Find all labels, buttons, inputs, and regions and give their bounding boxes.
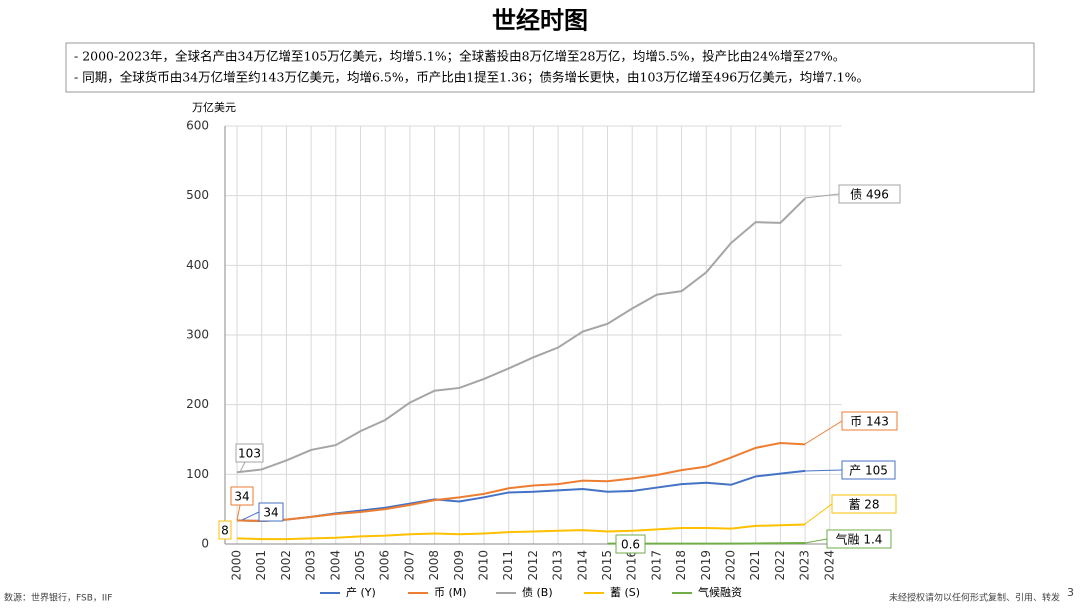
x-tick-label: 2011 bbox=[501, 550, 515, 581]
source: 数源：世界银行，FSB，IIF bbox=[4, 592, 112, 604]
x-tick-label: 2019 bbox=[699, 550, 713, 581]
line-series bbox=[236, 197, 806, 474]
annotation-box bbox=[258, 502, 284, 522]
annotation-box bbox=[831, 494, 897, 514]
line-series bbox=[236, 441, 806, 523]
x-tick-label: 2013 bbox=[551, 550, 565, 581]
line-series bbox=[236, 469, 806, 523]
legend-label: 气候融资 bbox=[698, 585, 742, 599]
y-tick-label: 500 bbox=[186, 188, 209, 202]
legend-label: 债 (B) bbox=[522, 585, 553, 599]
y-tick-label: 400 bbox=[186, 258, 209, 272]
legend-label: 产 (Y) bbox=[346, 585, 376, 599]
annotation: 蓄 28 bbox=[848, 498, 879, 512]
leader-line bbox=[804, 469, 843, 472]
leader-line bbox=[804, 193, 840, 199]
y-tick-label: 600 bbox=[186, 119, 209, 133]
page-number: 3 bbox=[1067, 586, 1074, 599]
x-tick-label: 2008 bbox=[427, 550, 441, 581]
annotation: 币 143 bbox=[850, 415, 889, 429]
leader-line bbox=[241, 511, 260, 521]
y-tick-label: 200 bbox=[186, 397, 209, 411]
y-axis-label: 万亿美元 bbox=[192, 101, 236, 114]
annotation: 8 bbox=[221, 524, 229, 538]
annotation: 0.6 bbox=[621, 538, 640, 552]
annotation-box bbox=[235, 443, 264, 463]
annotation-box bbox=[218, 520, 232, 540]
annotation: 103 bbox=[238, 447, 261, 461]
annotation-box bbox=[615, 534, 646, 554]
leader-line bbox=[804, 538, 828, 544]
x-tick-label: 2016 bbox=[625, 550, 639, 581]
x-tick-label: 2006 bbox=[378, 550, 392, 581]
annotation-box bbox=[841, 411, 898, 431]
annotation-box bbox=[826, 529, 892, 549]
x-tick-label: 2000 bbox=[230, 550, 244, 581]
leader-line bbox=[804, 420, 843, 445]
notice: 未经授权请勿以任何形式复制、引用、转发 bbox=[889, 592, 1060, 604]
y-tick-label: 300 bbox=[186, 328, 209, 342]
x-tick-label: 2004 bbox=[328, 550, 342, 581]
x-tick-label: 2009 bbox=[452, 550, 466, 581]
annotation: 34 bbox=[234, 490, 249, 504]
y-tick-label: 0 bbox=[201, 537, 209, 551]
x-tick-label: 2003 bbox=[304, 550, 318, 581]
note: - 2000-2023年，全球名产由34万亿增至105万亿美元，均增5.1%；全… bbox=[74, 49, 845, 64]
title: 世经时图 bbox=[492, 6, 588, 35]
note: - 同期，全球货币由34万亿增至约143万亿美元，均增6.5%，币产比由1提至1… bbox=[74, 70, 869, 85]
line-series bbox=[236, 523, 806, 541]
annotation: 34 bbox=[263, 506, 278, 520]
y-tick-label: 100 bbox=[186, 467, 209, 481]
x-tick-label: 2022 bbox=[773, 550, 787, 581]
x-tick-label: 2001 bbox=[254, 550, 268, 581]
annotation: 气融 1.4 bbox=[836, 532, 883, 547]
legend-label: 币 (M) bbox=[434, 586, 467, 599]
notes-box bbox=[65, 42, 1035, 93]
x-tick-label: 2015 bbox=[600, 550, 614, 581]
x-tick-label: 2007 bbox=[402, 550, 416, 581]
annotation-box bbox=[841, 460, 896, 480]
x-tick-label: 2021 bbox=[748, 550, 762, 581]
x-tick-label: 2005 bbox=[353, 550, 367, 581]
x-tick-label: 2024 bbox=[822, 550, 836, 581]
x-tick-label: 2012 bbox=[526, 550, 540, 581]
x-tick-label: 2018 bbox=[674, 550, 688, 581]
annotation: 产 105 bbox=[849, 464, 888, 478]
x-tick-label: 2002 bbox=[279, 550, 293, 581]
annotation-box bbox=[230, 486, 254, 506]
x-tick-label: 2017 bbox=[649, 550, 663, 581]
x-tick-label: 2023 bbox=[798, 550, 812, 581]
leader-line bbox=[804, 503, 833, 525]
legend-label: 蓄 (S) bbox=[610, 586, 640, 599]
annotation: 债 496 bbox=[850, 188, 889, 202]
x-tick-label: 2014 bbox=[575, 550, 589, 581]
annotation-box bbox=[838, 184, 901, 204]
x-tick-label: 2020 bbox=[724, 550, 738, 581]
x-tick-label: 2010 bbox=[477, 550, 491, 581]
